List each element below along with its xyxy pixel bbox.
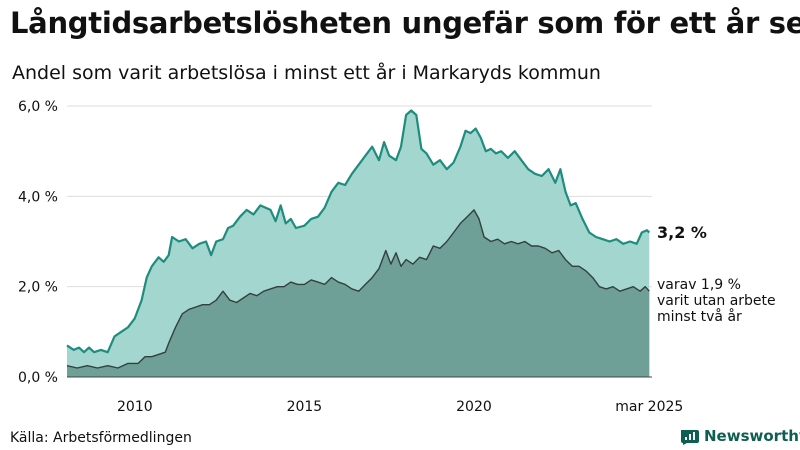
- area-chart: 0,0 % 2,0 % 4,0 % 6,0 % 2010 2015 2020 mar 202…: [18, 99, 776, 415]
- newsworthy-logo-icon: [681, 430, 699, 445]
- y-tick-label: 6,0 %: [18, 99, 58, 115]
- line-total-series: [66, 109, 651, 354]
- x-tick-label: 2015: [287, 399, 323, 415]
- x-tick-label: 2010: [117, 399, 153, 415]
- x-tick-label: 2020: [456, 399, 492, 415]
- brand-logo: Newsworthy: [680, 427, 800, 445]
- x-axis-ticks: 2010 2015 2020 mar 2025: [117, 399, 683, 415]
- source-note: Källa: Arbetsförmedlingen: [10, 430, 192, 446]
- sub-value-label-line2: varit utan arbete: [657, 293, 776, 309]
- x-tick-label: mar 2025: [615, 399, 683, 415]
- sub-value-label-line3: minst två år: [657, 308, 742, 325]
- line-two-year-series: [66, 209, 650, 369]
- chart-title: Långtidsarbetslösheten ungefär som för e…: [10, 6, 800, 40]
- y-tick-label: 4,0 %: [18, 189, 58, 205]
- chart-subtitle: Andel som varit arbetslösa i minst ett å…: [12, 62, 601, 84]
- area-two-year-series: [67, 209, 650, 377]
- y-axis-ticks: 0,0 % 2,0 % 4,0 % 6,0 %: [18, 99, 58, 386]
- total-value-label: 3,2 %: [657, 223, 707, 242]
- y-tick-label: 2,0 %: [18, 280, 58, 296]
- y-tick-label: 0,0 %: [18, 370, 58, 386]
- sub-value-label-line1: varav 1,9 %: [657, 277, 741, 293]
- brand-name: Newsworthy: [704, 427, 800, 445]
